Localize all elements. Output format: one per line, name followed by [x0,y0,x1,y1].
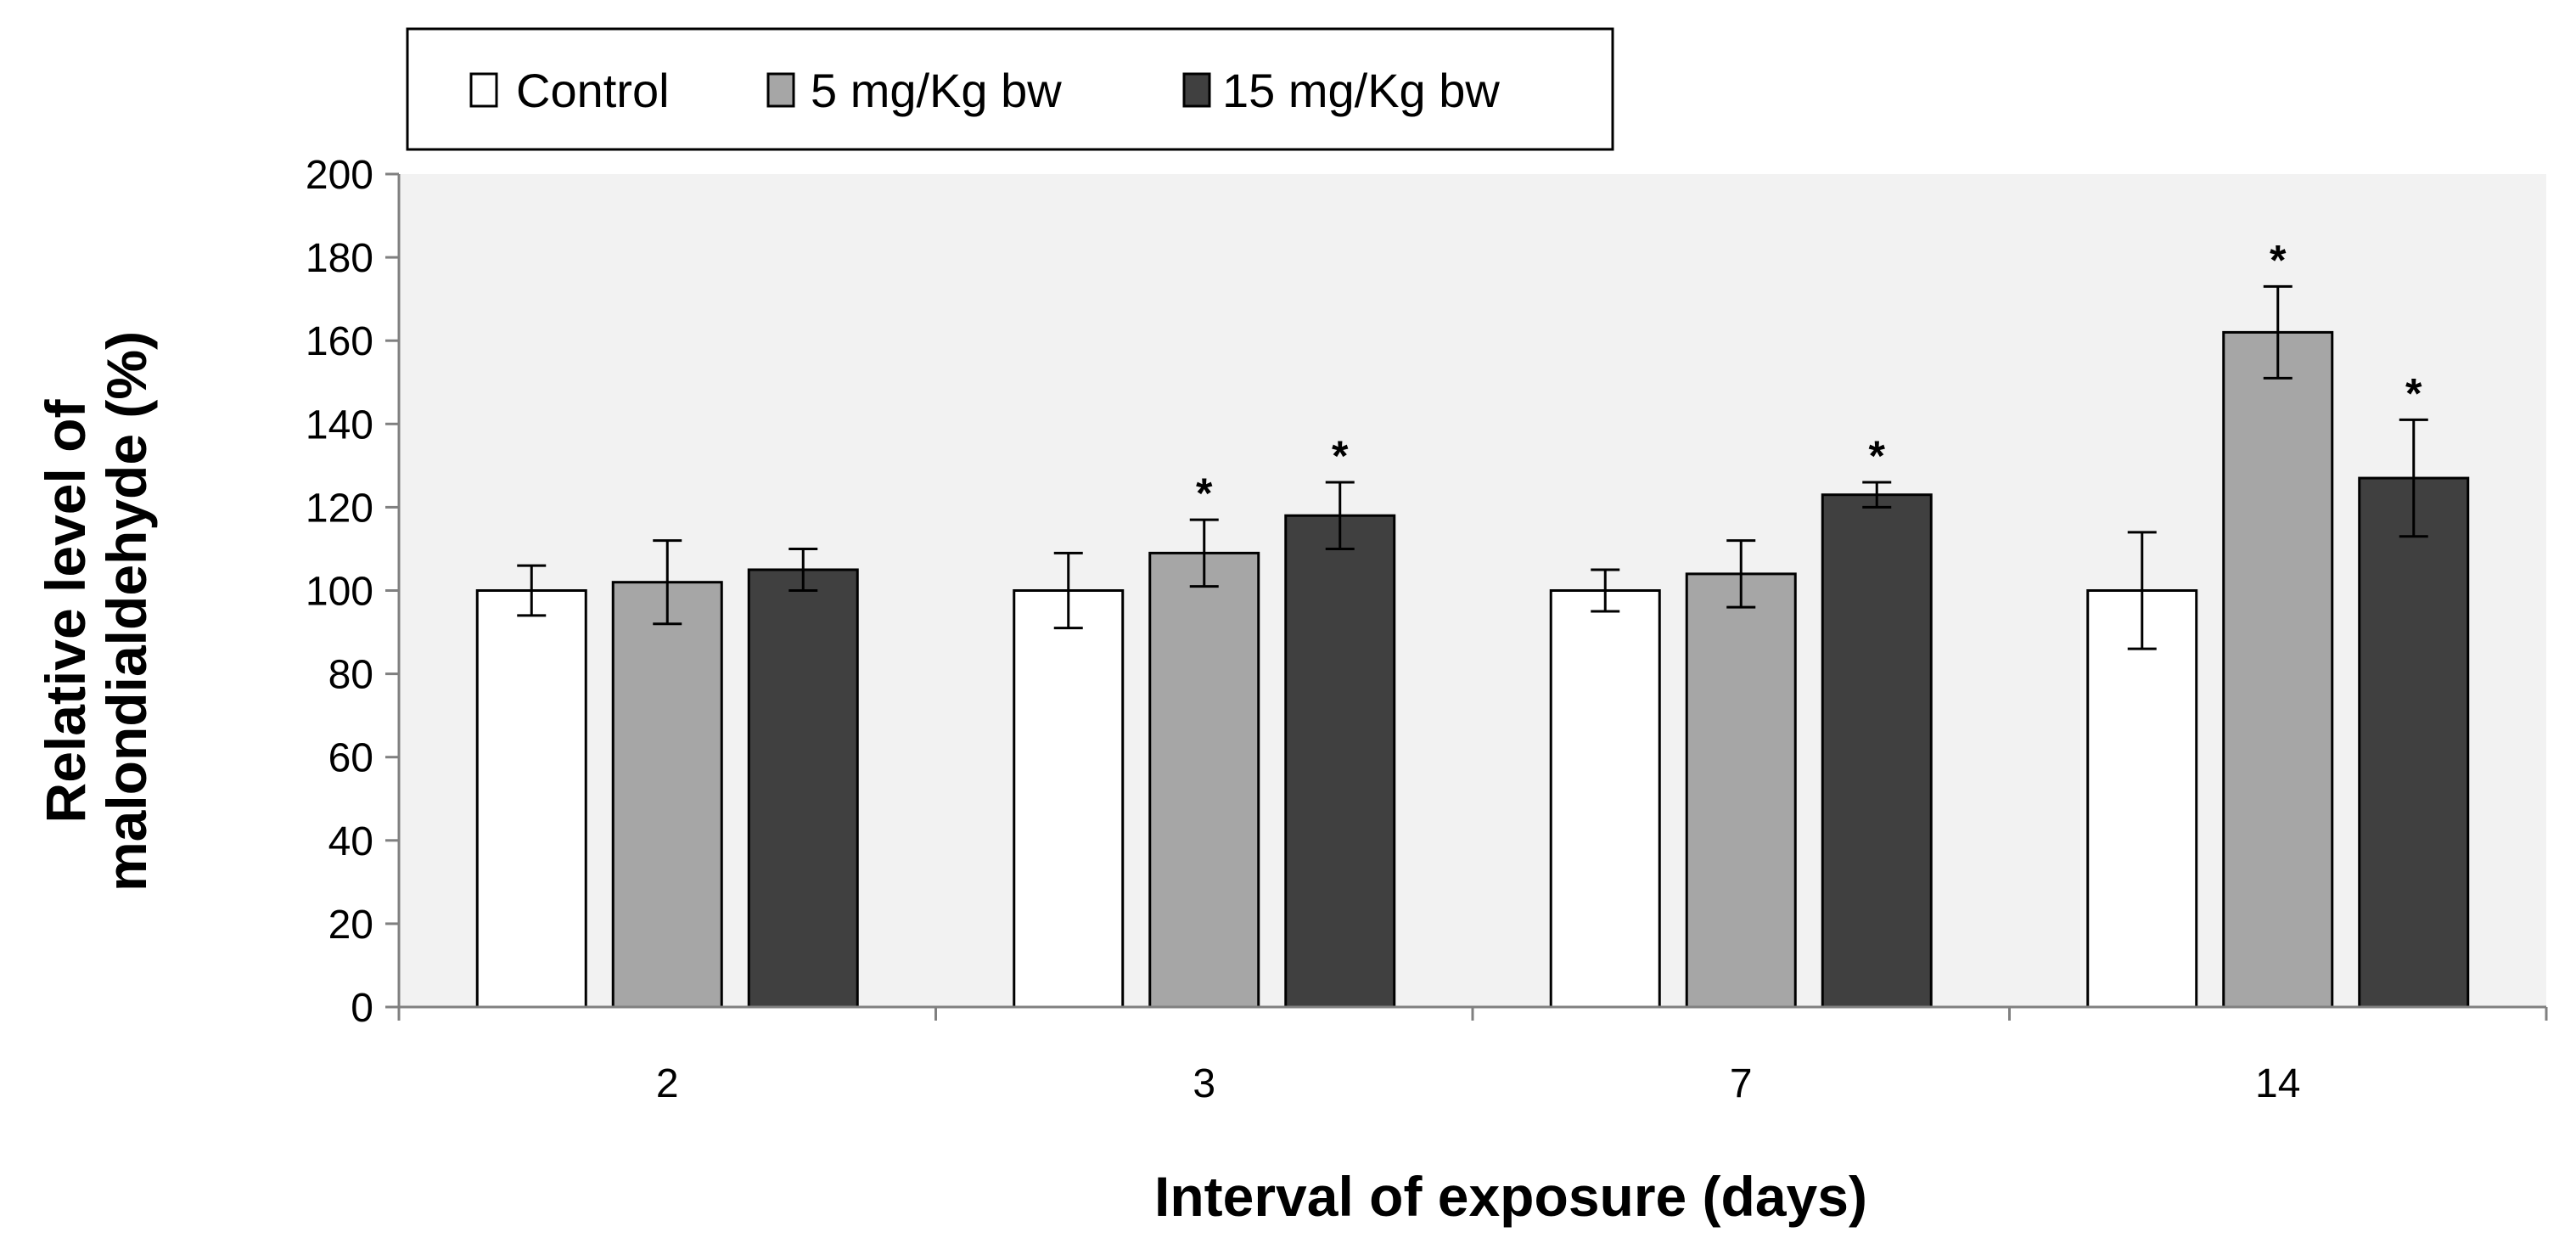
y-tick-label: 180 [306,236,373,281]
x-axis-title: Interval of exposure (days) [1154,1165,1867,1228]
x-tick-label: 2 [656,1061,679,1106]
y-tick-label: 20 [328,903,373,948]
y-tick-label: 60 [328,736,373,781]
bar-5-mg-kg-bw-day-2 [611,581,723,1009]
legend-box [406,27,1614,151]
y-tick-label: 40 [328,819,373,864]
y-axis-ticks: 0 20 40 60 80 100 120 140 160 180 200 [306,153,399,1031]
bar-control-day-3 [1013,589,1125,1009]
significance-marker: * [2405,369,2422,417]
legend-swatch-15mg [1182,72,1211,108]
bar-5-mg-kg-bw-day-14 [2222,330,2334,1009]
y-tick-label: 0 [351,986,373,1031]
y-tick-label: 160 [306,319,373,364]
bar-15-mg-kg-bw-day-14 [2358,476,2470,1009]
legend-swatch-5mg [766,72,795,108]
bar-group-day-2 [475,539,859,1009]
bar-group-day-14: ** [2086,236,2470,1009]
bar-15-mg-kg-bw-day-2 [747,568,859,1009]
bar-control-day-14 [2086,589,2198,1009]
bar-group-day-7: * [1549,432,1933,1009]
y-tick-label: 100 [306,570,373,615]
x-tick-label: 14 [2255,1061,2300,1106]
legend-label-5mg: 5 mg/Kg bw [811,64,1062,117]
legend-label-control: Control [516,64,670,117]
x-tick-label: 7 [1730,1061,1753,1106]
legend-label-15mg: 15 mg/Kg bw [1222,64,1500,117]
x-tick-label: 3 [1193,1061,1215,1106]
bar-5-mg-kg-bw-day-7 [1685,572,1797,1009]
bar-control-day-7 [1549,589,1661,1009]
bar-15-mg-kg-bw-day-7 [1821,493,1933,1009]
significance-marker: * [1869,432,1886,480]
significance-marker: * [2270,236,2287,284]
y-tick-label: 140 [306,402,373,447]
y-axis-title-line-1: Relative level of [34,399,97,824]
bar-group-day-3: ** [1013,432,1396,1009]
legend: Control 5 mg/Kg bw 15 mg/Kg bw [406,27,1614,151]
y-tick-label: 200 [306,153,373,198]
bar-15-mg-kg-bw-day-3 [1284,514,1396,1009]
bar-5-mg-kg-bw-day-3 [1148,551,1260,1009]
bar-control-day-2 [475,589,587,1009]
y-tick-label: 120 [306,486,373,531]
bar-groups: ** *** [475,236,2470,1009]
y-axis-title: Relative level of malondialdehyde (%) [34,331,158,892]
significance-marker: * [1332,432,1349,480]
significance-marker: * [1196,470,1213,517]
y-axis-title-line-2: malondialdehyde (%) [95,331,158,892]
legend-swatch-control [469,72,498,108]
x-axis-ticks: 2 3 7 14 [397,1007,2548,1106]
y-tick-label: 80 [328,653,373,698]
